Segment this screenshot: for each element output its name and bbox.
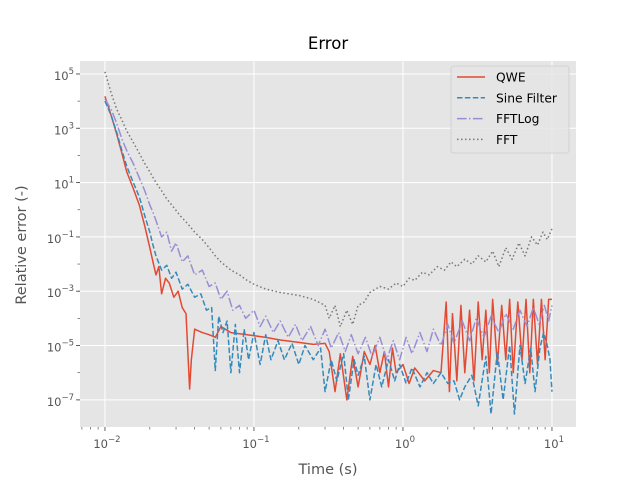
series-line-fft — [104, 71, 553, 328]
x-axis-label: Time (s) — [298, 462, 358, 478]
x-tick-label: 100 — [395, 435, 415, 451]
y-tick-label: 10−1 — [47, 230, 74, 246]
x-tick-label: 10−2 — [93, 435, 120, 451]
series-line-fftlog — [104, 98, 553, 361]
x-tick-label: 101 — [544, 435, 564, 451]
legend-label: FFT — [496, 133, 518, 147]
axis-ticks: 10−2 10−1 100 101 10−7 10−5 10−3 10−1 101 103 105 — [47, 67, 564, 451]
legend-label: FFTLog — [496, 112, 539, 126]
y-tick-label: 10−7 — [47, 393, 74, 409]
legend-box — [450, 65, 570, 154]
legend-label: QWE — [496, 71, 526, 85]
y-tick-label: 103 — [54, 121, 74, 137]
legend: QWE Sine Filter FFTLog FFT — [450, 65, 570, 154]
chart-title: Error — [308, 34, 348, 53]
y-tick-label: 101 — [54, 176, 74, 192]
x-tick-label: 10−1 — [242, 435, 269, 451]
series-line-sine-filter — [104, 100, 553, 415]
series-line-qwe — [104, 96, 552, 401]
y-tick-label: 10−5 — [47, 339, 74, 355]
y-tick-label: 10−3 — [47, 284, 74, 300]
y-tick-label: 105 — [54, 67, 74, 83]
series-group — [104, 71, 553, 415]
y-axis-label: Relative error (-) — [14, 185, 30, 304]
legend-label: Sine Filter — [496, 91, 558, 105]
